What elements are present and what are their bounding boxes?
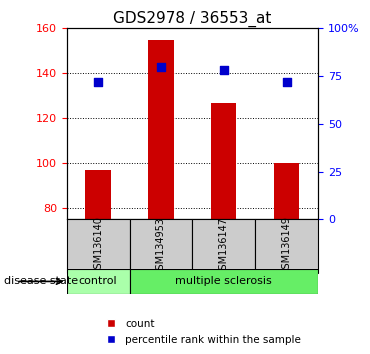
Text: disease state: disease state	[4, 276, 78, 286]
Text: GSM134953: GSM134953	[156, 217, 166, 275]
Text: GSM136149: GSM136149	[282, 217, 292, 275]
Point	[284, 79, 290, 85]
Text: GSM136147: GSM136147	[219, 217, 229, 275]
FancyBboxPatch shape	[67, 269, 130, 294]
Title: GDS2978 / 36553_at: GDS2978 / 36553_at	[113, 11, 272, 27]
FancyBboxPatch shape	[130, 269, 318, 294]
Text: control: control	[79, 276, 117, 286]
Text: multiple sclerosis: multiple sclerosis	[175, 276, 272, 286]
FancyBboxPatch shape	[255, 219, 318, 273]
FancyBboxPatch shape	[67, 219, 130, 273]
Bar	[148, 40, 174, 354]
Bar	[274, 163, 299, 354]
Point	[158, 64, 164, 69]
Bar	[85, 170, 111, 354]
FancyBboxPatch shape	[192, 219, 255, 273]
Text: GSM136140: GSM136140	[93, 217, 103, 275]
Point	[221, 68, 227, 73]
FancyBboxPatch shape	[130, 219, 192, 273]
Point	[95, 79, 101, 85]
Bar	[211, 103, 236, 354]
Legend: count, percentile rank within the sample: count, percentile rank within the sample	[102, 315, 305, 349]
